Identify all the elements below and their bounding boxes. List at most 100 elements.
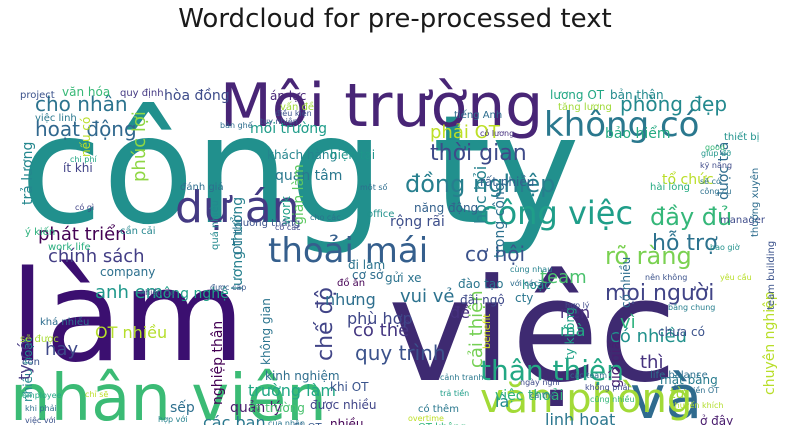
word-159: bằng chung — [668, 302, 715, 312]
word-0: công ty — [20, 84, 580, 258]
word-40: học hỏi — [471, 166, 490, 224]
word-4: Môi trường — [220, 71, 543, 141]
word-118: thưởng xuyên — [749, 168, 761, 237]
word-61: lương OT — [550, 88, 605, 102]
word-133: tiền OT — [690, 385, 719, 395]
word-81: năng động — [414, 201, 478, 215]
word-30: có thể — [353, 320, 409, 341]
word-123: hài lòng — [650, 181, 690, 193]
word-90: benefit — [482, 314, 493, 349]
word-36: vì — [620, 312, 636, 333]
word-87: đãi ngộ — [460, 293, 505, 307]
word-99: company — [100, 265, 155, 279]
word-136: được cấp — [210, 282, 246, 292]
word-93: không gian — [259, 298, 273, 365]
word-146: bao giờ — [710, 242, 740, 252]
word-147: cùng nhau — [510, 265, 552, 274]
word-103: chưa có — [658, 325, 705, 339]
word-82: đi làm — [348, 258, 385, 272]
word-96: được nhiều — [310, 398, 377, 412]
word-48: các bạn — [203, 413, 266, 425]
word-149: còn — [22, 356, 40, 368]
word-129: bàn ghế — [220, 120, 253, 130]
word-65: khá nhiều — [40, 316, 89, 328]
word-3: nhân viên — [10, 362, 327, 425]
word-29: anh em — [95, 282, 163, 303]
word-24: hỗ trợ — [652, 230, 718, 256]
word-160: nên không — [645, 272, 687, 282]
word-125: ý kiến — [25, 226, 55, 238]
word-10: thoải mái — [268, 231, 428, 271]
word-139: một số — [360, 182, 388, 192]
word-cloud: công ty làm việc nhân viên Môi trường dự án và… — [10, 40, 780, 425]
word-97: nhiều — [330, 417, 364, 425]
word-69: văn hóa — [62, 85, 110, 99]
word-32: vui vẻ — [400, 286, 455, 307]
word-46: là — [495, 392, 509, 411]
word-130: điều kiện — [275, 108, 312, 118]
word-64: ty có — [15, 341, 34, 380]
word-63: nhiều hoạt — [21, 337, 35, 402]
word-110: ở đây — [700, 414, 733, 425]
word-148: với các — [510, 278, 538, 288]
word-7: văn phòng — [480, 376, 692, 422]
word-153: việc với — [25, 415, 56, 425]
word-102: từ — [670, 386, 685, 402]
word-57: gian làm — [291, 164, 307, 225]
word-53: công nghệ — [155, 286, 229, 302]
word-128: có các — [275, 222, 301, 232]
word-31: cải thiện — [466, 290, 487, 368]
word-113: manager — [720, 215, 766, 226]
word-121: tăng lương — [558, 102, 612, 113]
word-101: sếp — [170, 399, 195, 416]
word-114: office — [367, 209, 394, 220]
word-108: OT không — [418, 421, 466, 425]
word-25: phát triển — [38, 224, 127, 245]
word-38: mà — [560, 321, 585, 340]
word-162: cảnh tranh — [440, 372, 483, 382]
word-75: khách hàng — [267, 148, 337, 162]
word-88: cty — [515, 291, 533, 305]
word-163: các team — [570, 371, 607, 380]
word-151: chỉ sẽ — [85, 389, 108, 399]
word-26: chính sách — [48, 246, 145, 267]
chart-title: Wordcloud for pre-processed text — [178, 4, 612, 34]
word-60: được trả — [716, 142, 732, 200]
word-62: bản thân — [610, 88, 664, 102]
word-95: khi OT — [330, 380, 369, 394]
word-14: cho nhân — [35, 92, 128, 116]
word-107: độ OT — [292, 421, 323, 425]
word-84: đồ ăn — [337, 277, 365, 289]
word-105: có thêm — [418, 403, 459, 415]
word-154: hợp với — [158, 414, 187, 424]
word-83: cơ sở — [352, 268, 384, 282]
word-27: phúc lợi — [129, 111, 150, 182]
word-21: quy trình — [355, 341, 446, 365]
word-11: thân thiện — [480, 354, 624, 387]
word-164: không phải — [585, 382, 630, 392]
word-39: team — [540, 267, 587, 288]
word-20: chế độ — [313, 287, 338, 361]
word-77: thiết bị — [724, 131, 759, 143]
word-157: cả thể — [530, 390, 555, 400]
word-56: quan tâm — [275, 168, 342, 184]
word-144: cho các — [310, 213, 341, 222]
word-70: quy định — [120, 88, 164, 99]
word-135: vấn đề — [280, 101, 314, 113]
word-37: nên — [560, 303, 590, 322]
word-67: trả lương — [20, 142, 36, 205]
word-74: đánh giá — [180, 181, 224, 193]
word-120: cần cải — [120, 225, 156, 237]
word-15: hoạt động — [35, 117, 137, 141]
word-94: kinh nghiệm — [265, 369, 340, 383]
word-58: lương thưởng — [230, 197, 246, 290]
word-35: thì — [640, 352, 663, 373]
word-50: trường làm — [248, 381, 336, 400]
word-91: đề — [450, 303, 470, 322]
word-43: chuyên nghiệp — [762, 291, 778, 395]
word-142: công cụ — [700, 186, 731, 197]
word-158: hợp lý — [565, 301, 590, 310]
word-1: làm — [10, 243, 245, 390]
word-42: có nhiều — [619, 257, 633, 308]
